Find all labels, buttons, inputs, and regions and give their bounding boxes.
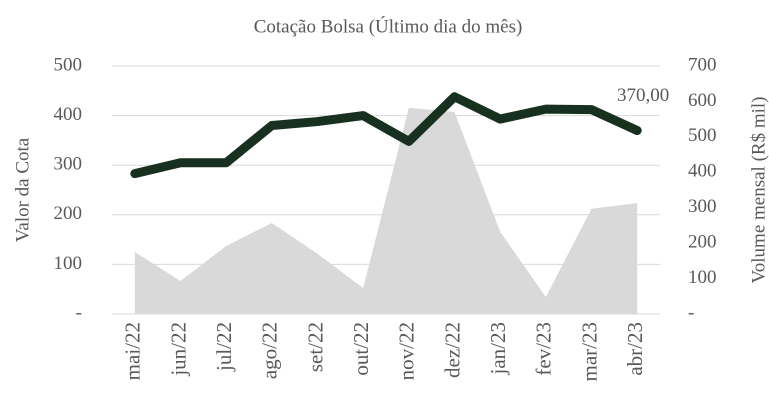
x-tick-label: jan/23 xyxy=(486,322,510,376)
x-tick-label: mar/23 xyxy=(577,322,601,381)
chart-title: Cotação Bolsa (Último dia do mês) xyxy=(254,15,523,37)
x-tick-label: dez/22 xyxy=(440,322,464,378)
x-tick-label: mai/22 xyxy=(121,322,145,380)
y-tick-label: 200 xyxy=(54,203,83,224)
y2-tick-label: 300 xyxy=(688,196,717,217)
y-tick-label: 100 xyxy=(54,253,83,274)
y2-tick-label: - xyxy=(688,302,694,323)
y-tick-label: 500 xyxy=(54,54,83,75)
y-tick-label: 400 xyxy=(54,104,83,125)
y2-tick-label: 200 xyxy=(688,232,717,253)
area xyxy=(134,107,638,314)
x-tick-label: jun/22 xyxy=(166,322,190,377)
x-tick-label: ago/22 xyxy=(258,322,282,379)
x-tick-label: set/22 xyxy=(303,322,327,372)
y2-tick-label: 600 xyxy=(688,90,717,111)
x-tick-label: jul/22 xyxy=(212,322,236,372)
line xyxy=(130,92,642,179)
y-tick-label: 300 xyxy=(54,154,83,175)
y-axis-title: Valor da Cota xyxy=(12,137,33,242)
x-tick-label: nov/22 xyxy=(395,322,419,380)
y2-tick-label: 400 xyxy=(688,161,717,182)
x-tick-label: out/22 xyxy=(349,322,373,376)
data-label: 370,00 xyxy=(617,85,669,106)
y2-tick-label: 500 xyxy=(688,125,717,146)
y2-axis-title: Volume mensal (R$ mil) xyxy=(748,97,769,284)
y2-tick-label: 700 xyxy=(688,54,717,75)
y2-tick-label: 100 xyxy=(688,267,717,288)
x-tick-label: fev/23 xyxy=(532,322,556,376)
x-tick-label: abr/23 xyxy=(623,322,647,376)
y-tick-label: - xyxy=(76,302,82,323)
